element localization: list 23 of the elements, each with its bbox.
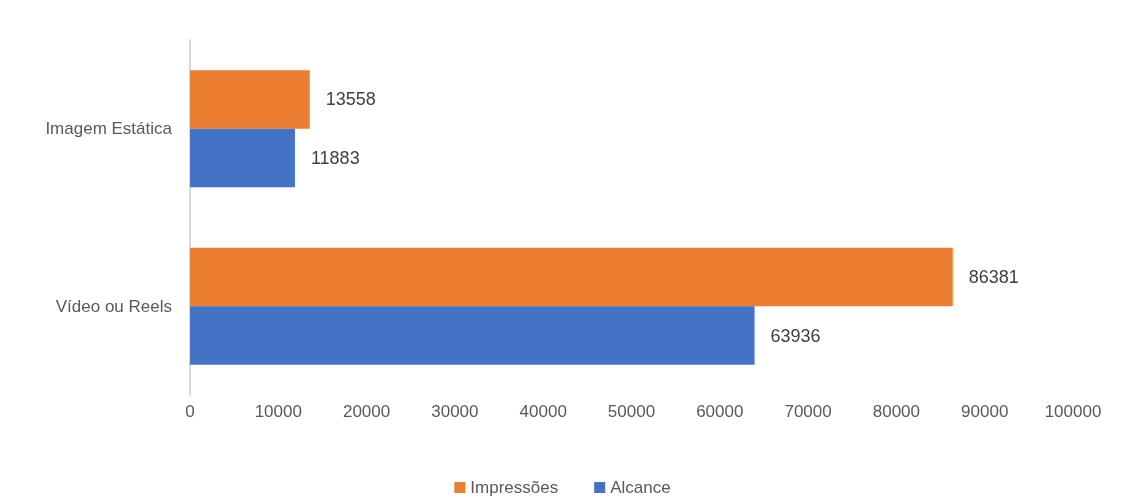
data-label: 11883 (310, 148, 360, 169)
x-tick-label: 0 (185, 402, 195, 421)
data-label: 86381 (968, 266, 1019, 287)
x-tick-label: 90000 (961, 402, 1009, 421)
bar (190, 247, 953, 307)
x-tick-label: 20000 (342, 402, 391, 421)
x-tick-label: 100000 (1044, 402, 1102, 421)
x-tick-label: 60000 (696, 402, 744, 421)
bar (190, 70, 310, 129)
data-label: 13558 (325, 89, 376, 110)
legend-label: Alcance (610, 478, 671, 497)
y-tick-label: Imagem Estática (45, 119, 173, 139)
x-tick-label: 50000 (607, 402, 656, 421)
legend-label: Impressões (470, 478, 559, 497)
x-tick-label: 30000 (431, 402, 479, 421)
x-tick-label: 10000 (254, 402, 302, 421)
bar (190, 306, 755, 365)
x-tick-label: 80000 (872, 402, 921, 421)
data-label: 63936 (770, 325, 821, 346)
x-tick-label: 70000 (784, 402, 832, 421)
bar (190, 128, 295, 188)
x-tick-label: 40000 (519, 402, 567, 421)
y-tick-label: Vídeo ou Reels (55, 296, 172, 316)
